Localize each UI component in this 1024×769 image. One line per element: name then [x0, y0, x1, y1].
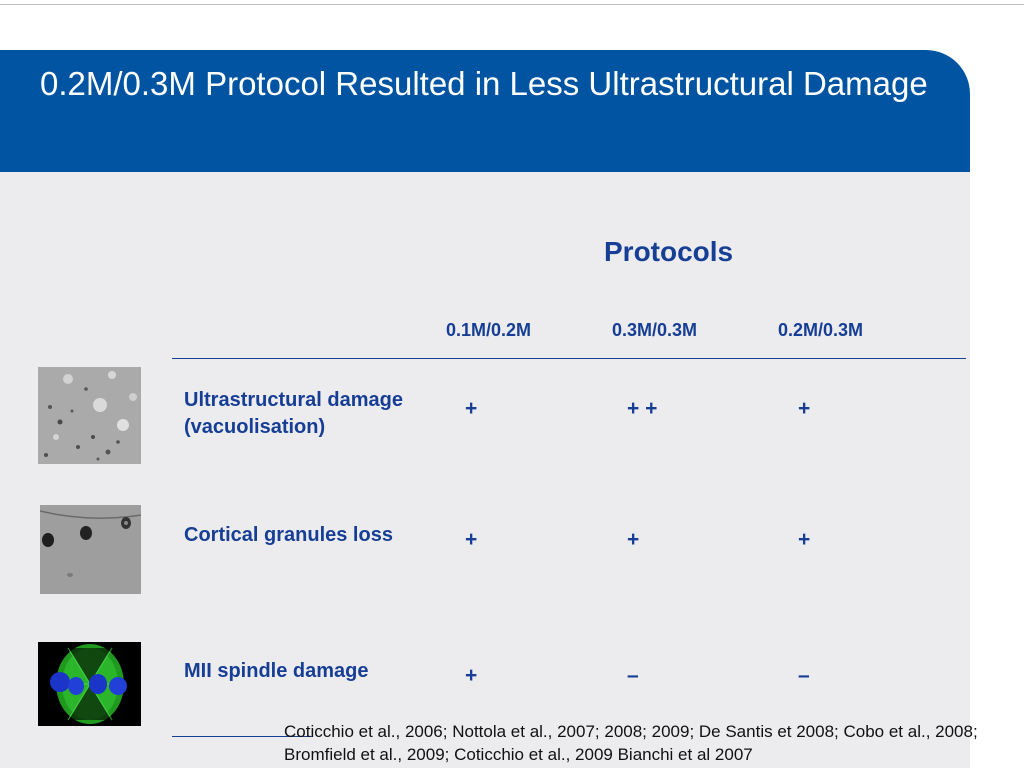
oocyte-vacuolisation-micrograph	[38, 367, 141, 464]
cell-row3-col1: +	[465, 664, 478, 687]
cell-row1-col2: + +	[627, 397, 658, 420]
slide-frame	[0, 4, 1024, 769]
row-label-mii-spindle-damage: MII spindle damage	[184, 660, 369, 682]
table-header-rule	[172, 358, 966, 359]
cell-row2-col2: +	[627, 528, 640, 551]
row-label-line: (vacuolisation)	[184, 416, 326, 438]
cell-row2-col3: +	[798, 528, 811, 551]
slide-title: 0.2M/0.3M Protocol Resulted in Less Ultr…	[40, 65, 928, 102]
content-background	[0, 172, 970, 768]
cell-row3-col2: –	[627, 664, 639, 687]
row-label-line: Ultrastructural damage	[184, 389, 403, 411]
protocols-header: Protocols	[604, 236, 734, 267]
row-label-ultrastructural-damage: Ultrastructural damage (vacuolisation)	[184, 387, 403, 441]
column-header-0-1m-0-2m: 0.1M/0.2M	[446, 320, 532, 340]
cell-row2-col1: +	[465, 528, 478, 551]
column-header-0-3m-0-3m: 0.3M/0.3M	[612, 320, 698, 340]
cell-row1-col1: +	[465, 397, 478, 420]
title-banner	[0, 50, 970, 172]
column-header-0-2m-0-3m: 0.2M/0.3M	[778, 320, 864, 340]
mii-spindle-fluorescence-image	[38, 642, 141, 726]
cell-row3-col3: –	[798, 664, 810, 687]
row-label-cortical-granules-loss: Cortical granules loss	[184, 524, 393, 546]
table-footer-rule	[172, 736, 312, 737]
citation-text: Coticchio et al., 2006; Nottola et al., …	[284, 722, 978, 764]
cell-row1-col3: +	[798, 397, 811, 420]
cortical-granules-micrograph	[40, 505, 141, 594]
